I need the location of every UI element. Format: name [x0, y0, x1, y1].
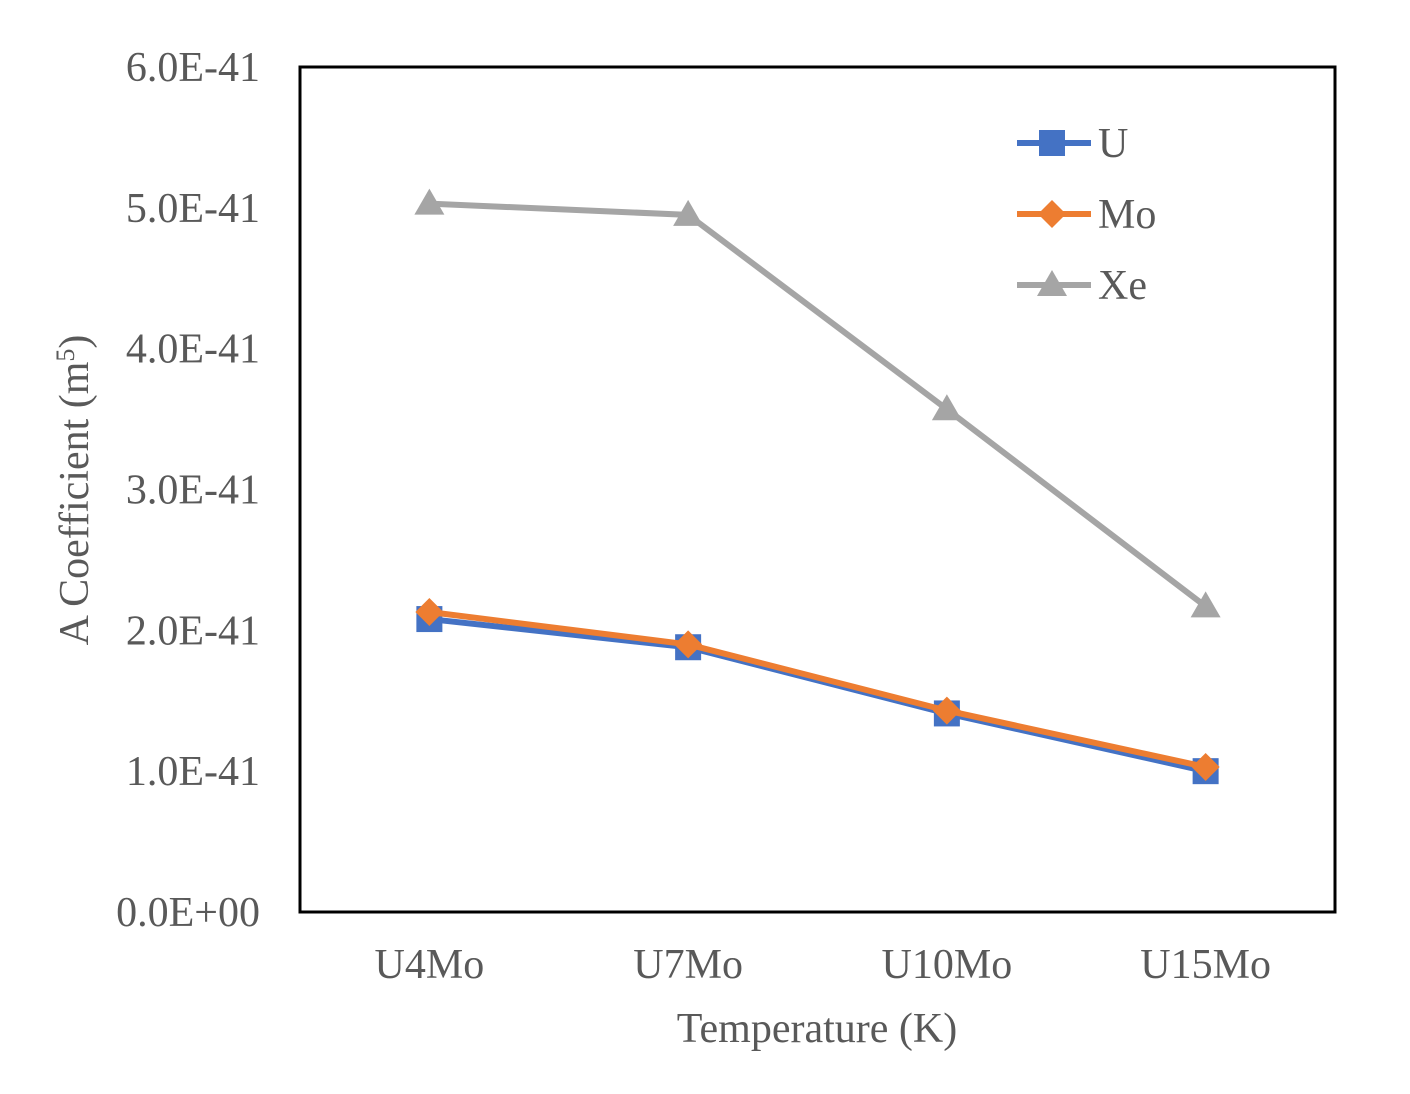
legend-marker: [1038, 200, 1066, 228]
data-point-xe: [414, 188, 445, 215]
legend: U Mo Xe: [1017, 121, 1156, 309]
legend-label: Mo: [1098, 192, 1156, 238]
legend-label: U: [1098, 121, 1128, 167]
data-point-mo: [415, 598, 444, 627]
series-xe: [414, 188, 1221, 618]
data-point-mo: [932, 696, 961, 725]
legend-item-xe: Xe: [1017, 263, 1147, 309]
y-tick-label: 2.0E-41: [126, 608, 260, 654]
x-tick-label: U10Mo: [882, 942, 1013, 988]
y-axis-title: A Coefficient (m5): [51, 335, 98, 646]
data-point-mo: [1191, 752, 1220, 781]
data-point-mo: [674, 630, 703, 659]
data-point-xe: [673, 199, 704, 226]
y-tick-label: 5.0E-41: [126, 186, 260, 232]
series-mo: [415, 598, 1220, 781]
data-point-xe: [931, 394, 962, 421]
legend-item-u: U: [1017, 121, 1128, 167]
x-tick-label: U7Mo: [633, 942, 743, 988]
series-line-xe: [429, 200, 1208, 609]
legend-label: Xe: [1098, 263, 1147, 309]
y-tick-label: 1.0E-41: [126, 749, 260, 795]
legend-marker: [1039, 130, 1065, 156]
y-tick-label: 6.0E-41: [126, 45, 260, 91]
x-tick-label: U15Mo: [1140, 942, 1271, 988]
plot-area: [298, 65, 1337, 914]
y-tick-label: 4.0E-41: [126, 327, 260, 373]
x-axis-ticks: U4Mo U7Mo U10Mo U15Mo: [375, 942, 1271, 988]
series-line-mo: [429, 609, 1207, 770]
y-axis-ticks: 0.0E+00 1.0E-41 2.0E-41 3.0E-41 4.0E-41 5.0E-…: [116, 45, 260, 936]
legend-item-mo: Mo: [1017, 192, 1156, 238]
legend-marker: [1037, 270, 1067, 296]
series-layer: [414, 188, 1221, 785]
data-point-xe: [1190, 591, 1221, 618]
x-axis-title: Temperature (K): [677, 1006, 957, 1052]
y-tick-label: 0.0E+00: [116, 890, 260, 936]
x-tick-label: U4Mo: [375, 942, 485, 988]
y-tick-label: 3.0E-41: [126, 468, 260, 514]
